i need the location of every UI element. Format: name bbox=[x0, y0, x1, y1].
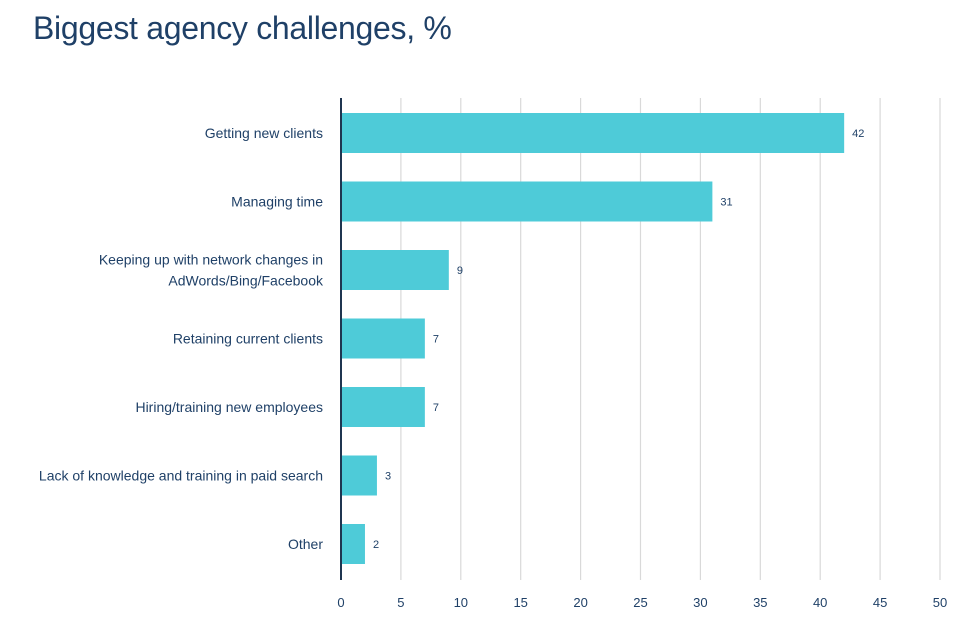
data-label: 42 bbox=[852, 128, 864, 140]
category-label: Managing time bbox=[231, 194, 323, 210]
category-label: Retaining current clients bbox=[173, 331, 323, 347]
data-label: 31 bbox=[720, 197, 732, 209]
category-label: Other bbox=[288, 536, 323, 552]
category-label: Keeping up with network changes in bbox=[99, 252, 323, 268]
x-tick-labels: 0 5 10 15 20 25 30 35 40 45 50 bbox=[337, 595, 947, 610]
bar bbox=[341, 113, 845, 153]
bar bbox=[341, 181, 713, 222]
bars bbox=[341, 113, 845, 564]
x-tick-label: 30 bbox=[693, 595, 707, 610]
x-tick-label: 50 bbox=[933, 595, 947, 610]
x-tick-label: 10 bbox=[454, 595, 468, 610]
x-tick-label: 40 bbox=[813, 595, 827, 610]
category-label: Hiring/training new employees bbox=[135, 399, 323, 415]
category-label: AdWords/Bing/Facebook bbox=[168, 273, 324, 289]
data-label: 9 bbox=[457, 265, 463, 277]
chart-title: Biggest agency challenges, % bbox=[33, 10, 452, 46]
category-labels: Getting new clients Managing time Keeping … bbox=[39, 125, 324, 552]
bar bbox=[341, 524, 365, 564]
data-label: 7 bbox=[433, 334, 439, 346]
x-tick-label: 0 bbox=[337, 595, 344, 610]
data-label: 2 bbox=[373, 539, 379, 551]
data-labels: 42 31 9 7 7 3 2 bbox=[373, 128, 864, 551]
x-tick-label: 25 bbox=[633, 595, 647, 610]
x-tick-label: 20 bbox=[573, 595, 587, 610]
x-tick-label: 35 bbox=[753, 595, 767, 610]
x-tick-label: 15 bbox=[513, 595, 527, 610]
data-label: 3 bbox=[385, 471, 391, 483]
bar bbox=[341, 387, 425, 427]
bar bbox=[341, 250, 449, 290]
bar bbox=[341, 318, 425, 359]
category-label: Getting new clients bbox=[205, 125, 323, 141]
x-tick-label: 5 bbox=[397, 595, 404, 610]
x-tick-label: 45 bbox=[873, 595, 887, 610]
category-label: Lack of knowledge and training in paid s… bbox=[39, 468, 323, 484]
grid-lines bbox=[400, 98, 941, 580]
bar bbox=[341, 455, 377, 496]
data-label: 7 bbox=[433, 402, 439, 414]
